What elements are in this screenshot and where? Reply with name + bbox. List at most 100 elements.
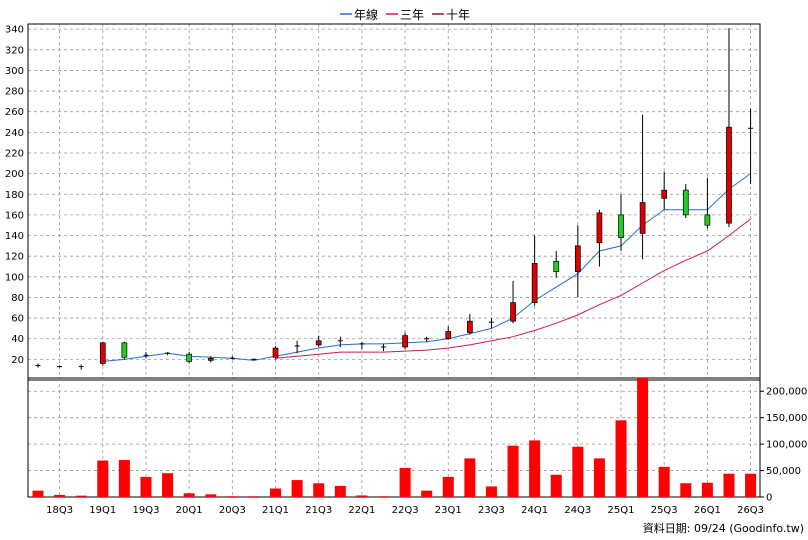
x-tick-label: 21Q1 <box>262 505 289 516</box>
x-tick-label: 23Q3 <box>478 505 505 516</box>
ma-line-0 <box>102 173 751 362</box>
price-tick-label: 220 <box>5 148 24 159</box>
volume-bar <box>97 460 109 497</box>
volume-bar <box>248 496 260 497</box>
volume-bar <box>745 473 757 497</box>
volume-bar <box>334 485 346 497</box>
x-tick-label: 19Q3 <box>132 505 159 516</box>
x-tick-label: 24Q1 <box>521 505 548 516</box>
legend-label-yearly: 年線 <box>354 7 378 22</box>
price-tick-label: 340 <box>5 25 24 36</box>
volume-bar <box>723 473 735 497</box>
price-tick-label: 40 <box>11 334 24 345</box>
x-tick-label: 20Q3 <box>219 505 246 516</box>
volume-bar <box>32 490 44 497</box>
candle-body <box>402 335 408 348</box>
volume-bar <box>377 496 389 497</box>
price-tick-label: 80 <box>11 293 24 304</box>
legend: 年線 三年 十年 <box>340 7 470 22</box>
candle-body <box>639 202 646 234</box>
candle-body <box>682 189 689 216</box>
volume-bar <box>507 445 519 497</box>
price-tick-label: 280 <box>5 87 24 98</box>
volume-bar <box>593 458 605 497</box>
volume-bar <box>205 494 217 497</box>
volume-bar <box>529 440 541 497</box>
volume-bar <box>442 476 454 497</box>
volume-bar <box>572 446 584 497</box>
candle-body <box>704 214 711 226</box>
price-tick-label: 300 <box>5 66 24 77</box>
volume-bar <box>550 474 562 497</box>
candle-body <box>186 353 193 362</box>
price-tick-label: 20 <box>11 355 24 366</box>
volume-bar <box>421 490 433 497</box>
volume-tick-label: 200,000 <box>766 387 807 398</box>
volume-tick-label: 100,000 <box>766 440 807 451</box>
price-tick-label: 260 <box>5 107 24 118</box>
candle-body <box>596 212 603 244</box>
x-tick-label: 24Q3 <box>564 505 591 516</box>
x-tick-label: 26Q3 <box>737 505 764 516</box>
price-tick-label: 100 <box>5 272 24 283</box>
candle-body <box>272 347 279 358</box>
candle-body <box>99 342 106 364</box>
volume-tick-label: 50,000 <box>766 466 801 477</box>
candle-body <box>467 320 473 333</box>
x-tick-label: 23Q1 <box>435 505 462 516</box>
x-tick-label: 22Q1 <box>348 505 375 516</box>
candle-body <box>574 245 581 273</box>
price-tick-label: 180 <box>5 190 24 201</box>
volume-bar <box>162 473 174 497</box>
candle-body <box>553 260 560 273</box>
price-tick-label: 60 <box>11 314 24 325</box>
volume-bar <box>464 458 476 497</box>
price-tick-label: 240 <box>5 128 24 139</box>
candle-body <box>661 189 668 199</box>
legend-label-10yr: 十年 <box>446 8 470 22</box>
volume-bar <box>140 476 152 497</box>
x-tick-label: 26Q1 <box>694 505 721 516</box>
candle-body <box>531 263 538 303</box>
volume-bar <box>615 420 627 497</box>
x-tick-label: 19Q1 <box>89 505 116 516</box>
x-tick-label: 25Q1 <box>608 505 635 516</box>
candle-body <box>726 126 732 224</box>
x-tick-label: 25Q3 <box>651 505 678 516</box>
volume-bar <box>313 483 325 497</box>
price-panel: 20 40 60 80 100 120 140 160 180 200 220 240 260 280 30… <box>5 23 761 381</box>
price-plot-frame <box>27 23 761 381</box>
candle-body <box>445 331 452 340</box>
x-tick-label: 21Q3 <box>305 505 332 516</box>
volume-tick-label: 150,000 <box>766 413 807 424</box>
volume-bar <box>356 495 368 497</box>
volume-bar <box>183 493 195 497</box>
volume-bar <box>75 495 87 497</box>
volume-bar <box>118 459 130 497</box>
volume-bar <box>54 494 66 497</box>
volume-bar <box>680 483 692 497</box>
x-axis: 18Q3 19Q1 19Q3 20Q1 20Q3 21Q1 21Q3 22Q1 22Q3 23Q1… <box>46 505 764 516</box>
volume-bar <box>658 466 670 497</box>
candle-body <box>207 357 214 361</box>
ma-line-1 <box>275 218 751 359</box>
volume-bar <box>270 488 282 497</box>
x-tick-label: 18Q3 <box>46 505 73 516</box>
price-tick-label: 320 <box>5 45 24 56</box>
price-tick-label: 120 <box>5 252 24 263</box>
volume-bar <box>226 496 238 497</box>
x-tick-label: 20Q1 <box>176 505 203 516</box>
volume-bar <box>485 486 497 497</box>
volume-bar <box>291 480 303 497</box>
volume-tick-label: 0 <box>766 493 772 504</box>
volume-panel: 0 50,000 100,000 150,000 200,000 <box>27 377 807 504</box>
candle-body <box>315 340 322 346</box>
legend-label-3yr: 三年 <box>400 8 424 22</box>
volume-bar <box>701 482 713 497</box>
volume-plot-frame <box>27 377 761 498</box>
x-tick-label: 22Q3 <box>392 505 419 516</box>
candle-body <box>618 214 624 238</box>
price-tick-label: 160 <box>5 210 24 221</box>
price-tick-label: 140 <box>5 231 24 242</box>
